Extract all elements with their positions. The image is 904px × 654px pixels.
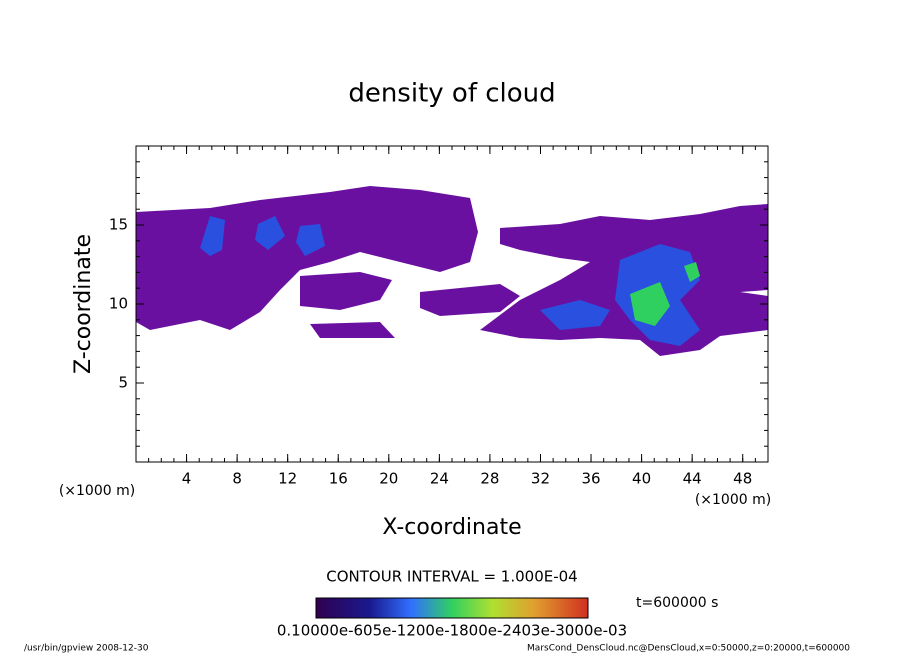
y-axis-label: Z-coordinate: [71, 234, 96, 374]
x-tick-label: 48: [733, 470, 752, 488]
x-tick-label: 24: [430, 470, 449, 488]
x-tick-label: 28: [480, 470, 499, 488]
colorbar: [315, 597, 589, 619]
x-tick-label: 40: [632, 470, 651, 488]
colorbar-labels: 0.10000e-605e-1200e-1800e-2403e-3000e-03: [277, 622, 627, 640]
x-tick-label: 44: [683, 470, 702, 488]
time-label: t=600000 s: [636, 595, 718, 611]
contour-interval: CONTOUR INTERVAL = 1.000E-04: [326, 568, 577, 586]
chart-title: density of cloud: [348, 79, 555, 109]
footer-left: /usr/bin/gpview 2008-12-30: [24, 644, 149, 654]
y-tick-label: 15: [109, 216, 128, 234]
x-tick-label: 4: [182, 470, 192, 488]
x-tick-label: 16: [329, 470, 348, 488]
x-tick-label: 12: [278, 470, 297, 488]
x-axis-label: X-coordinate: [382, 515, 521, 540]
footer-right: MarsCond_DensCloud.nc@DensCloud,x=0:5000…: [527, 644, 850, 654]
x-tick-label: 8: [232, 470, 242, 488]
y-tick-label: 10: [109, 295, 128, 313]
x-tick-label: 20: [379, 470, 398, 488]
x-tick-label: 36: [581, 470, 600, 488]
x-unit-left: (×1000 m): [59, 483, 135, 499]
y-tick-label: 5: [118, 374, 128, 392]
x-unit: (×1000 m): [695, 492, 771, 508]
x-tick-label: 32: [531, 470, 550, 488]
cloud-field: [136, 186, 768, 356]
